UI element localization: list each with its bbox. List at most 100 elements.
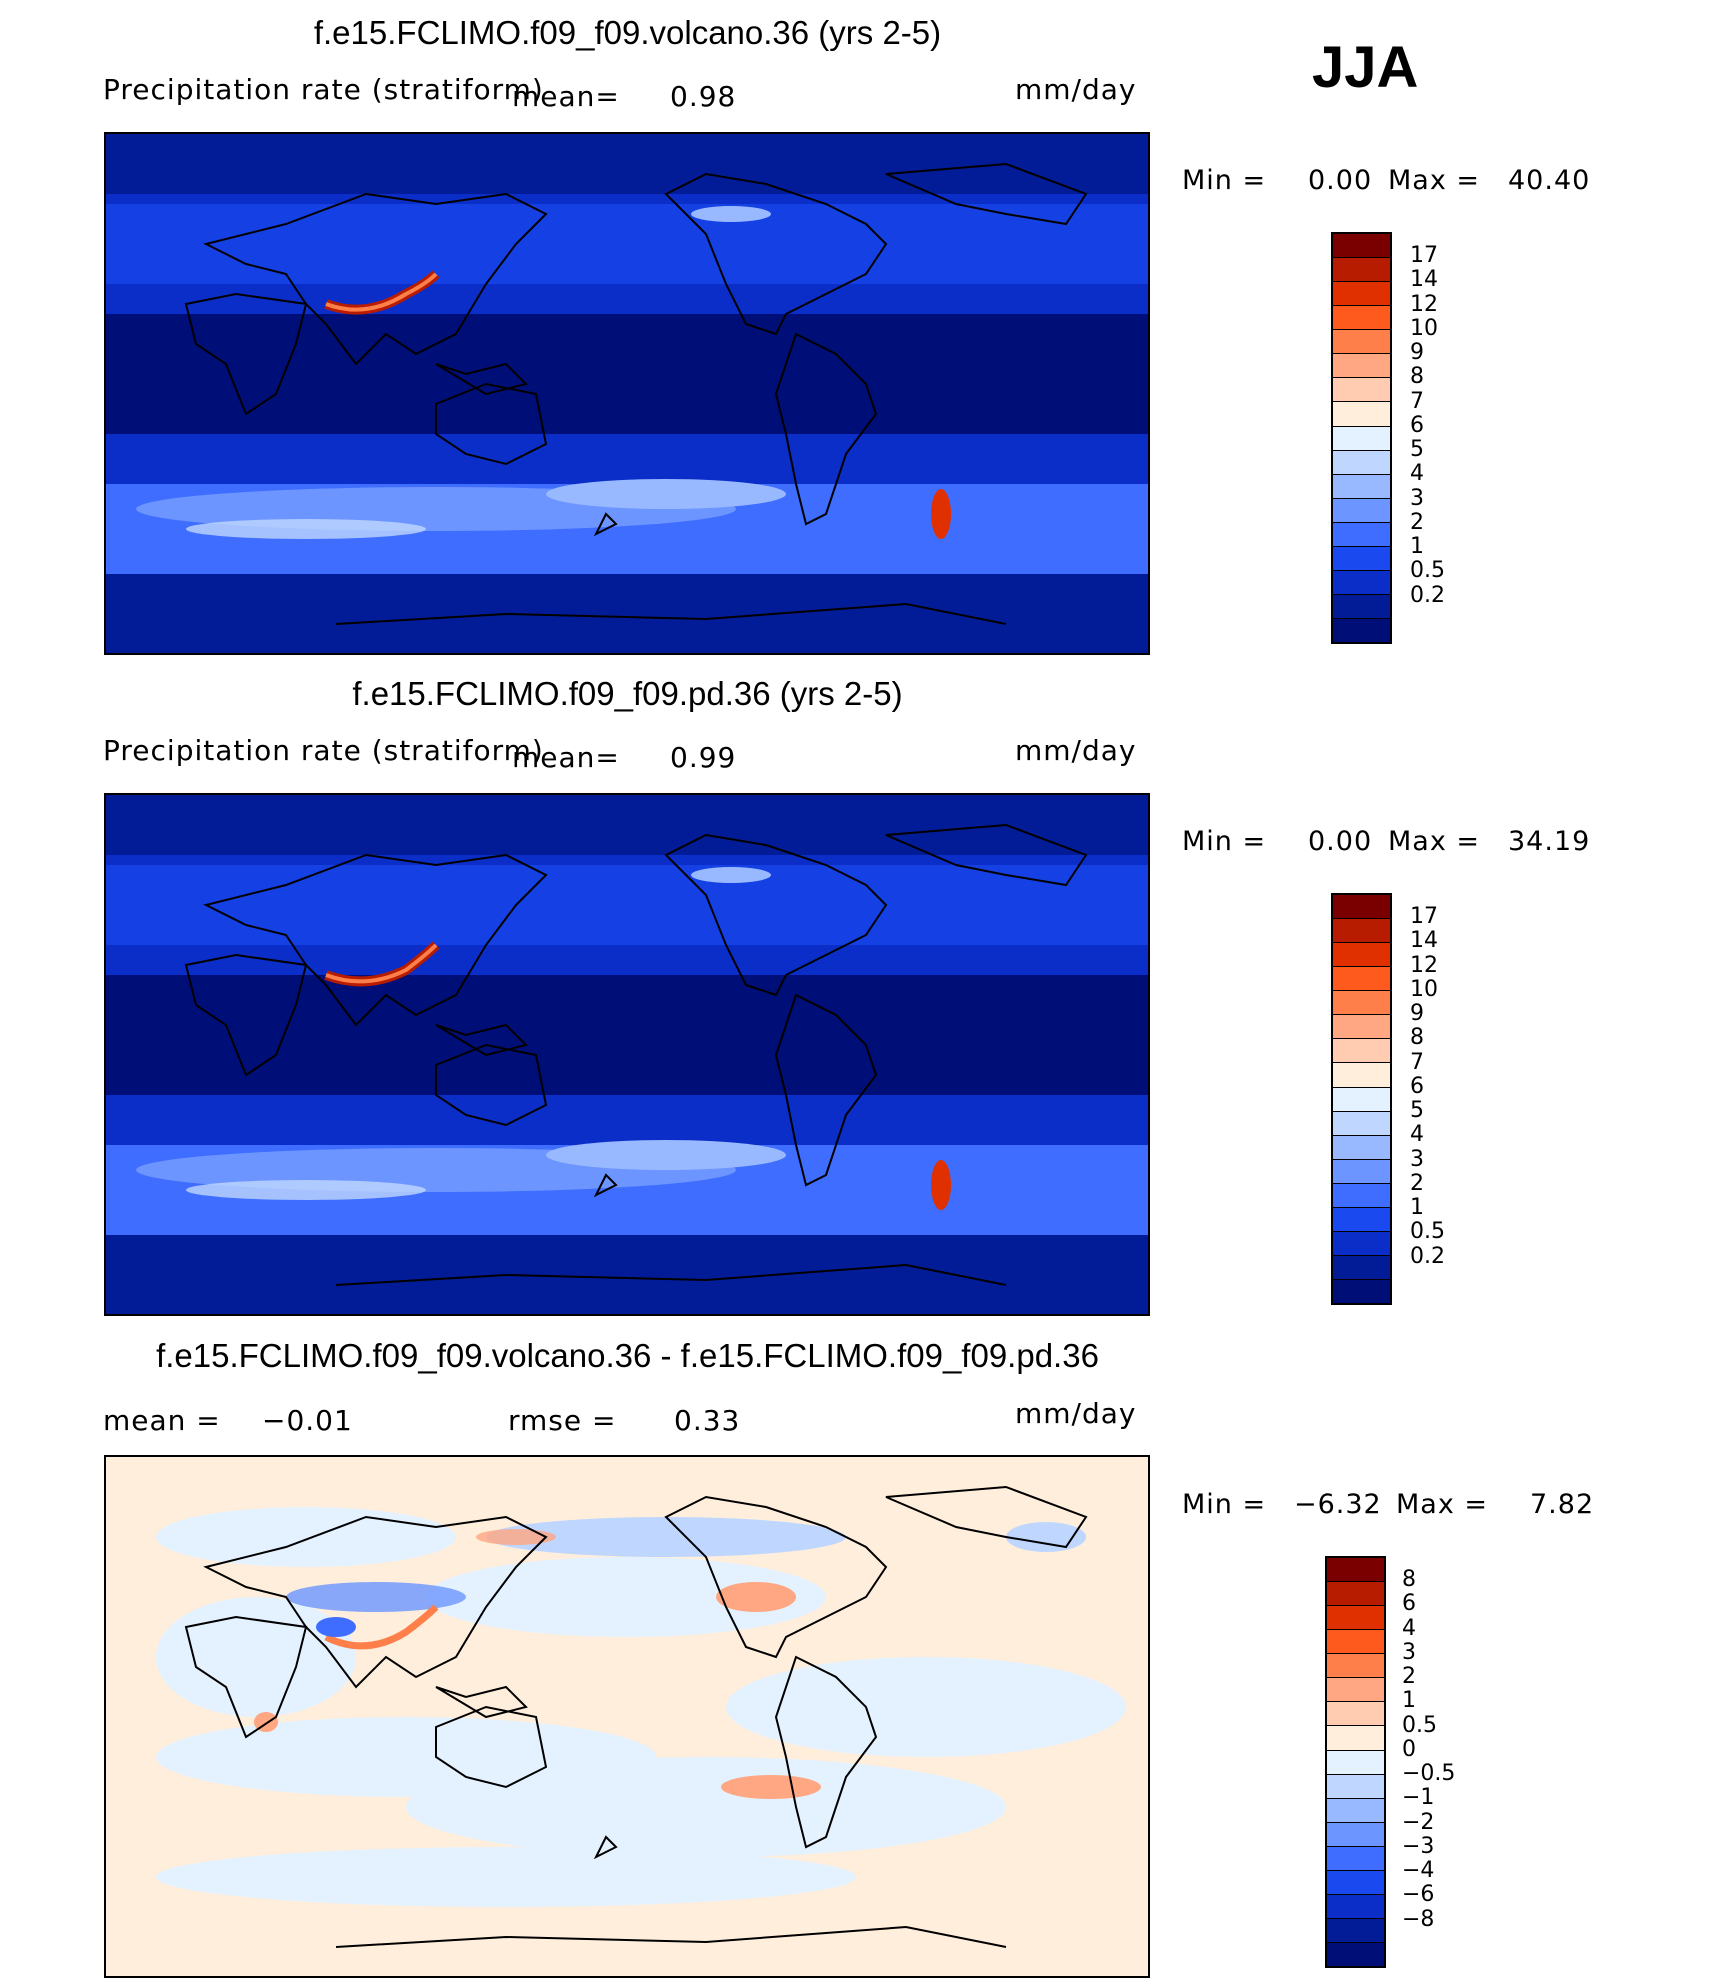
colorbar-label: 6 bbox=[1410, 412, 1424, 438]
colorbar-swatch bbox=[1327, 1894, 1384, 1919]
colorbar-label: 7 bbox=[1410, 1049, 1424, 1075]
colorbar-swatch bbox=[1327, 1750, 1384, 1775]
colorbar-swatch bbox=[1333, 919, 1390, 944]
panel-volcano-title: f.e15.FCLIMO.f09_f09.volcano.36 (yrs 2-5… bbox=[313, 14, 942, 51]
panel-diff-title: f.e15.FCLIMO.f09_f09.volcano.36 - f.e15.… bbox=[156, 1337, 1099, 1374]
panel-volcano-variable: Precipitation rate (stratiform) bbox=[103, 73, 544, 106]
colorbar-label: 14 bbox=[1410, 267, 1438, 293]
coastlines bbox=[184, 1485, 1088, 1948]
colorbar-swatch bbox=[1333, 474, 1390, 499]
precip-map-volcano bbox=[106, 134, 1148, 653]
precip-map-pd bbox=[106, 795, 1148, 1314]
panel-pd-units: mm/day bbox=[1015, 734, 1137, 767]
colorbar-swatch bbox=[1333, 306, 1390, 331]
colorbar-swatch bbox=[1327, 1702, 1384, 1727]
colorbar-swatch bbox=[1333, 594, 1390, 619]
panel-pd-title: f.e15.FCLIMO.f09_f09.pd.36 (yrs 2-5) bbox=[352, 675, 903, 712]
colorbar-label: 0.5 bbox=[1410, 558, 1445, 584]
colorbar-label: 2 bbox=[1402, 1664, 1416, 1690]
colorbar-swatch bbox=[1333, 943, 1390, 968]
colorbar-swatch bbox=[1327, 1606, 1384, 1631]
colorbar-swatch bbox=[1333, 234, 1390, 259]
colorbar-swatch bbox=[1333, 895, 1390, 920]
colorbar-label: 14 bbox=[1410, 928, 1438, 954]
colorbar-swatch bbox=[1327, 1582, 1384, 1607]
panel-diff-max-label: Max = bbox=[1396, 1489, 1489, 1520]
colorbar-label: 9 bbox=[1410, 1001, 1424, 1027]
colorbar-label: 10 bbox=[1410, 315, 1438, 341]
panel-pd-colorbar bbox=[1331, 893, 1392, 1305]
panel-diff-mean-value: −0.01 bbox=[262, 1404, 353, 1437]
coastlines bbox=[184, 162, 1088, 625]
colorbar-swatch bbox=[1327, 1630, 1384, 1655]
colorbar-label: 17 bbox=[1410, 243, 1438, 269]
colorbar-swatch bbox=[1333, 450, 1390, 475]
season-label: JJA bbox=[1312, 35, 1419, 100]
colorbar-label: −6 bbox=[1402, 1882, 1435, 1908]
colorbar-label: −0.5 bbox=[1402, 1761, 1456, 1787]
colorbar-swatch bbox=[1327, 1774, 1384, 1799]
colorbar-label: 0.2 bbox=[1410, 582, 1445, 608]
colorbar-label: 10 bbox=[1410, 976, 1438, 1002]
colorbar-swatch bbox=[1333, 570, 1390, 595]
panel-pd-min-value: 0.00 bbox=[1308, 826, 1373, 857]
coastlines bbox=[184, 823, 1088, 1286]
panel-pd-max-label: Max = bbox=[1388, 826, 1481, 857]
panel-diff-units: mm/day bbox=[1015, 1397, 1137, 1430]
colorbar-label: 12 bbox=[1410, 952, 1438, 978]
colorbar-swatch bbox=[1333, 1207, 1390, 1232]
colorbar-label: −1 bbox=[1402, 1785, 1435, 1811]
colorbar-swatch bbox=[1333, 258, 1390, 283]
colorbar-swatch bbox=[1333, 498, 1390, 523]
panel-volcano-mean-label: mean= bbox=[512, 80, 620, 113]
colorbar-swatch bbox=[1327, 1726, 1384, 1751]
colorbar-label: 1 bbox=[1410, 1195, 1424, 1221]
colorbar-label: 1 bbox=[1410, 534, 1424, 560]
colorbar-label: 8 bbox=[1402, 1567, 1416, 1593]
colorbar-label: −2 bbox=[1402, 1809, 1435, 1835]
panel-diff-min-value: −6.32 bbox=[1294, 1489, 1382, 1520]
colorbar-swatch bbox=[1333, 991, 1390, 1016]
colorbar-label: 0.5 bbox=[1402, 1712, 1437, 1738]
panel-pd-mean-value: 0.99 bbox=[670, 741, 737, 774]
colorbar-swatch bbox=[1327, 1943, 1384, 1967]
colorbar-swatch bbox=[1333, 1231, 1390, 1256]
colorbar-swatch bbox=[1327, 1558, 1384, 1583]
colorbar-swatch bbox=[1333, 426, 1390, 451]
panel-diff-rmse-value: 0.33 bbox=[674, 1404, 741, 1437]
colorbar-swatch bbox=[1327, 1654, 1384, 1679]
colorbar-swatch bbox=[1333, 619, 1390, 643]
colorbar-label: 2 bbox=[1410, 509, 1424, 535]
colorbar-swatch bbox=[1333, 546, 1390, 571]
panel-volcano-units: mm/day bbox=[1015, 73, 1137, 106]
colorbar-label: 6 bbox=[1402, 1591, 1416, 1617]
colorbar-swatch bbox=[1333, 1255, 1390, 1280]
colorbar-swatch bbox=[1333, 1111, 1390, 1136]
colorbar-label: 5 bbox=[1410, 1098, 1424, 1124]
colorbar-swatch bbox=[1333, 1039, 1390, 1064]
panel-pd-max-value: 34.19 bbox=[1508, 826, 1591, 857]
colorbar-swatch bbox=[1327, 1678, 1384, 1703]
colorbar-swatch bbox=[1333, 354, 1390, 379]
colorbar-label: 7 bbox=[1410, 388, 1424, 414]
colorbar-label: 0 bbox=[1402, 1736, 1416, 1762]
colorbar-swatch bbox=[1333, 1087, 1390, 1112]
colorbar-label: 3 bbox=[1402, 1639, 1416, 1665]
colorbar-label: 8 bbox=[1410, 1025, 1424, 1051]
colorbar-label: 0.5 bbox=[1410, 1219, 1445, 1245]
colorbar-swatch bbox=[1333, 1135, 1390, 1160]
panel-diff-min-label: Min = bbox=[1182, 1489, 1267, 1520]
colorbar-label: 2 bbox=[1410, 1170, 1424, 1196]
panel-diff-map bbox=[104, 1455, 1150, 1978]
panel-pd-map bbox=[104, 793, 1150, 1316]
colorbar-label: −8 bbox=[1402, 1906, 1435, 1932]
colorbar-swatch bbox=[1333, 1063, 1390, 1088]
colorbar-swatch bbox=[1327, 1870, 1384, 1895]
colorbar-label: 1 bbox=[1402, 1688, 1416, 1714]
colorbar-label: 4 bbox=[1410, 1122, 1424, 1148]
colorbar-swatch bbox=[1333, 967, 1390, 992]
colorbar-label: 4 bbox=[1410, 461, 1424, 487]
colorbar-label: 4 bbox=[1402, 1615, 1416, 1641]
colorbar-label: 17 bbox=[1410, 904, 1438, 930]
panel-volcano-colorbar bbox=[1331, 232, 1392, 644]
